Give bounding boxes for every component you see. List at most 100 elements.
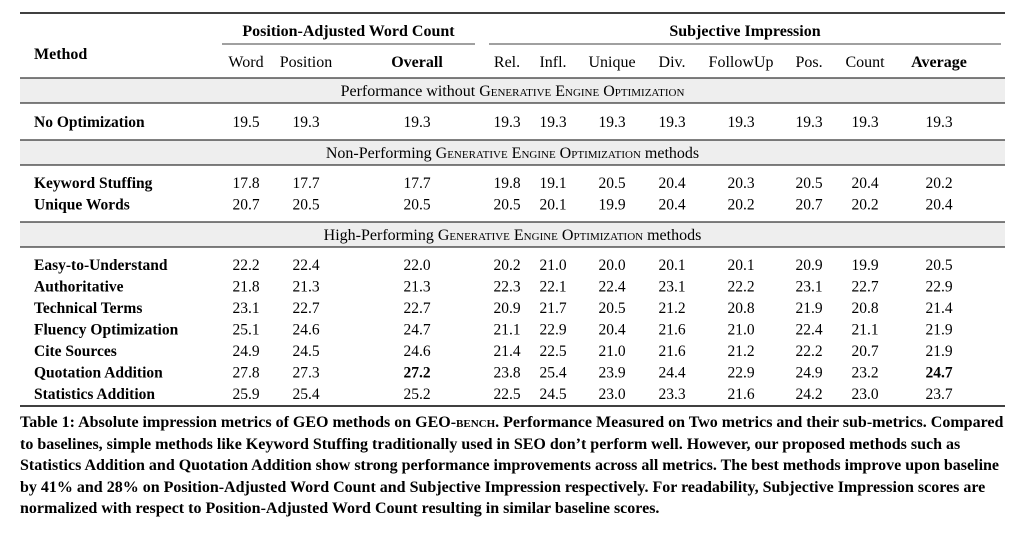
table-cell: 19.3 — [493, 114, 520, 131]
table-cell: 22.9 — [925, 279, 952, 296]
table-cell: 22.9 — [539, 322, 566, 339]
table-cell: 19.3 — [539, 114, 566, 131]
table-cell: 20.1 — [658, 257, 685, 274]
caption-part-1: Table 1: Absolute impression metrics of … — [20, 414, 457, 431]
table-cell: 20.2 — [851, 197, 878, 214]
table-cell: 22.4 — [795, 322, 822, 339]
method-name: Unique Words — [34, 197, 130, 214]
table-cell: 22.9 — [727, 365, 754, 382]
table-cell: 21.7 — [539, 300, 566, 317]
table-cell: 22.7 — [403, 300, 430, 317]
column-header: Pos. — [795, 54, 822, 71]
table-cell: 20.5 — [292, 197, 319, 214]
table-cell: 19.3 — [851, 114, 878, 131]
method-name: Keyword Stuffing — [34, 175, 153, 192]
table-cell: 21.6 — [658, 322, 685, 339]
table-cell: 21.9 — [925, 322, 952, 339]
column-header: Overall — [391, 54, 443, 71]
table-cell: 24.5 — [292, 343, 319, 360]
table-cell: 24.9 — [232, 343, 259, 360]
table-cell: 21.4 — [925, 300, 952, 317]
table-cell: 22.7 — [851, 279, 878, 296]
table-cell: 19.3 — [925, 114, 952, 131]
table-cell: 22.1 — [539, 279, 566, 296]
table-cell: 20.5 — [493, 197, 520, 214]
table-cell: 25.4 — [539, 365, 566, 382]
table-cell: 20.0 — [598, 257, 625, 274]
table-cell: 23.7 — [925, 386, 952, 403]
table-cell: 23.2 — [851, 365, 878, 382]
table-cell: 20.8 — [851, 300, 878, 317]
table-cell: 19.9 — [598, 197, 625, 214]
table-cell: 20.9 — [493, 300, 520, 317]
group-header: Subjective Impression — [669, 23, 820, 40]
table-cell: 21.1 — [851, 322, 878, 339]
column-header: Word — [228, 54, 263, 71]
table-cell: 21.9 — [925, 343, 952, 360]
column-header: Position — [280, 54, 332, 71]
table-cell: 20.4 — [658, 197, 685, 214]
group-header: Position-Adjusted Word Count — [242, 23, 455, 40]
table-cell: 25.1 — [232, 322, 259, 339]
table-cell: 27.2 — [403, 365, 430, 382]
table-cell: 17.7 — [292, 175, 319, 192]
method-header: Method — [34, 46, 87, 63]
table-cell: 20.2 — [925, 175, 952, 192]
table-cell: 27.8 — [232, 365, 259, 382]
table-cell: 20.1 — [539, 197, 566, 214]
method-name: Technical Terms — [34, 300, 142, 317]
table-cell: 20.5 — [403, 197, 430, 214]
table-cell: 19.3 — [727, 114, 754, 131]
table-cell: 21.3 — [292, 279, 319, 296]
caption-part-2: . Performance Measured on Two metrics an… — [20, 414, 1004, 517]
table-cell: 23.8 — [493, 365, 520, 382]
table-cell: 24.2 — [795, 386, 822, 403]
table-cell: 19.3 — [598, 114, 625, 131]
table-cell: 17.8 — [232, 175, 259, 192]
section-title: Non-Performing Generative Engine Optimiz… — [326, 145, 699, 162]
table-cell: 21.0 — [539, 257, 566, 274]
table-cell: 20.5 — [925, 257, 952, 274]
table-cell: 20.8 — [727, 300, 754, 317]
table-cell: 23.0 — [851, 386, 878, 403]
table-cell: 21.8 — [232, 279, 259, 296]
table-cell: 21.3 — [403, 279, 430, 296]
caption-benchmark-name: bench — [456, 414, 496, 431]
table-cell: 20.5 — [795, 175, 822, 192]
table-cell: 24.7 — [403, 322, 430, 339]
method-name: No Optimization — [34, 114, 145, 131]
table-cell: 23.1 — [795, 279, 822, 296]
table-cell: 24.7 — [925, 365, 952, 382]
table-cell: 19.3 — [403, 114, 430, 131]
table-cell: 23.0 — [598, 386, 625, 403]
table-cell: 22.4 — [598, 279, 625, 296]
table-cell: 20.7 — [851, 343, 878, 360]
table-cell: 21.0 — [727, 322, 754, 339]
table-cell: 20.4 — [925, 197, 952, 214]
table-cell: 25.2 — [403, 386, 430, 403]
table-cell: 21.6 — [658, 343, 685, 360]
table-cell: 23.9 — [598, 365, 625, 382]
table-cell: 22.5 — [493, 386, 520, 403]
column-header: Div. — [659, 54, 686, 71]
table-cell: 24.5 — [539, 386, 566, 403]
table-cell: 22.2 — [795, 343, 822, 360]
column-header: Count — [845, 54, 885, 71]
section-band — [20, 140, 1005, 165]
section-band — [20, 222, 1005, 247]
table-cell: 21.2 — [658, 300, 685, 317]
table-cell: 20.2 — [493, 257, 520, 274]
table-cell: 19.1 — [539, 175, 566, 192]
table-cell: 22.3 — [493, 279, 520, 296]
table-caption: Table 1: Absolute impression metrics of … — [20, 412, 1005, 520]
table-cell: 20.7 — [232, 197, 259, 214]
table-cell: 23.1 — [232, 300, 259, 317]
table-cell: 20.9 — [795, 257, 822, 274]
table-cell: 21.4 — [493, 343, 520, 360]
table-cell: 22.7 — [292, 300, 319, 317]
table-cell: 22.5 — [539, 343, 566, 360]
table-cell: 22.0 — [403, 257, 430, 274]
table-cell: 24.9 — [795, 365, 822, 382]
method-name: Cite Sources — [34, 343, 117, 360]
table-cell: 17.7 — [403, 175, 430, 192]
